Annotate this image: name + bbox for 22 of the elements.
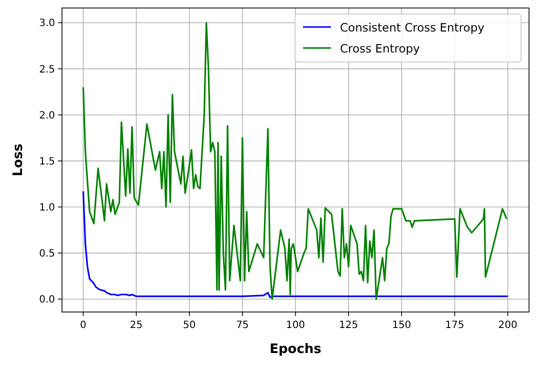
y-tick-label: 2.5 bbox=[39, 64, 55, 76]
y-tick-label: 1.0 bbox=[39, 202, 55, 214]
y-tick-label: 0.5 bbox=[39, 248, 55, 260]
y-tick-label: 0.0 bbox=[39, 294, 55, 306]
x-tick-label: 0 bbox=[80, 320, 86, 331]
x-tick-label: 175 bbox=[445, 320, 464, 331]
x-tick-label: 200 bbox=[498, 320, 518, 331]
x-tick-label: 75 bbox=[236, 320, 249, 331]
legend-label: Consistent Cross Entropy bbox=[340, 20, 485, 34]
x-tick-label: 50 bbox=[182, 320, 196, 331]
y-axis-title: Loss bbox=[11, 143, 26, 176]
x-axis-title: Epochs bbox=[270, 342, 322, 357]
x-tick-label: 100 bbox=[286, 320, 306, 331]
x-tick-label: 150 bbox=[392, 320, 412, 331]
line-series bbox=[82, 22, 508, 300]
x-tick-label: 25 bbox=[130, 320, 143, 331]
y-tick-label: 2.0 bbox=[39, 110, 55, 122]
y-tick-label: 3.0 bbox=[39, 18, 55, 30]
legend-label: Cross Entropy bbox=[340, 42, 420, 56]
x-tick-label: 125 bbox=[339, 320, 358, 331]
y-tick-label: 1.5 bbox=[39, 156, 55, 168]
line-series bbox=[82, 190, 509, 298]
